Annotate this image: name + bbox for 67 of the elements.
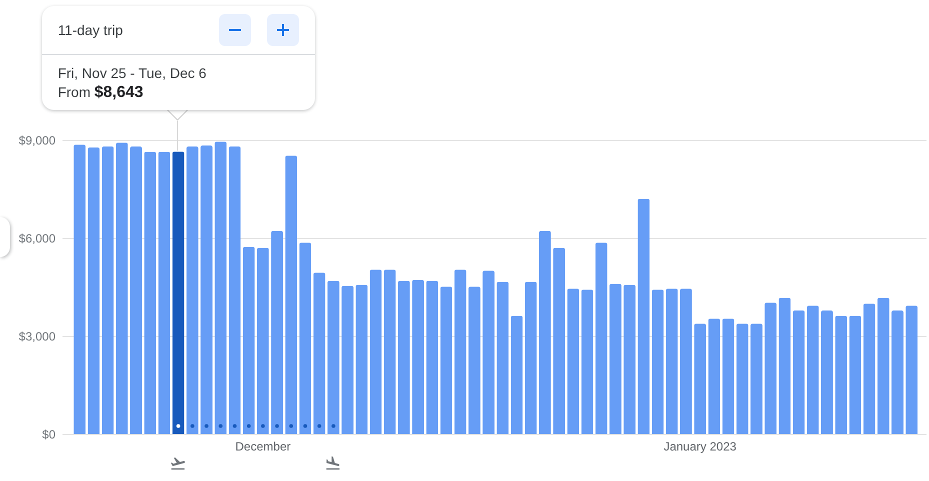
bar (412, 280, 424, 434)
bar (553, 248, 566, 434)
bar (116, 142, 128, 434)
bar (792, 310, 805, 434)
y-tick-label: $6,000 (18, 232, 56, 246)
bar (624, 284, 636, 434)
y-tick-label: $3,000 (18, 330, 56, 344)
bar (750, 324, 762, 434)
bar (172, 152, 184, 434)
x-tick-label: December (235, 440, 291, 454)
bar (666, 288, 678, 434)
bar (242, 246, 255, 434)
bar (299, 242, 312, 434)
bar (356, 284, 368, 434)
bar (482, 270, 495, 434)
bar (384, 270, 396, 434)
bar (680, 288, 692, 434)
bar (694, 324, 706, 434)
bar (130, 146, 142, 434)
bar (595, 242, 608, 434)
bar (144, 152, 156, 434)
bar (538, 230, 551, 434)
bar (510, 316, 523, 434)
bar (708, 318, 720, 434)
bar (906, 306, 918, 434)
bar (102, 146, 114, 434)
bar (370, 270, 382, 434)
bar (877, 298, 890, 434)
bar (496, 282, 509, 434)
bar (327, 280, 340, 434)
bar (764, 302, 777, 434)
x-tick-label: January 2023 (664, 440, 737, 454)
bar (638, 198, 650, 434)
bar (256, 248, 269, 434)
bar (806, 306, 819, 434)
bar (652, 290, 664, 434)
bar (440, 286, 452, 434)
bar (609, 284, 622, 434)
bar (468, 286, 480, 434)
bar (736, 324, 748, 434)
bar (863, 304, 876, 434)
y-tick-label: $0 (42, 428, 56, 442)
bar (342, 286, 354, 434)
bar (313, 272, 326, 434)
bar (820, 310, 833, 434)
bar (158, 152, 170, 434)
bar (892, 310, 904, 434)
bar (200, 146, 213, 434)
bar (567, 288, 580, 434)
bar (849, 316, 862, 434)
bar (88, 148, 100, 434)
bar (778, 298, 791, 434)
bar (398, 280, 410, 434)
bar (186, 146, 198, 434)
bar (835, 316, 848, 434)
bar (271, 230, 284, 434)
bar (214, 142, 227, 434)
bar (454, 270, 466, 434)
bar (285, 156, 298, 434)
tooltip-card: 11-day trip Fri, Nov 25 - Tue, Dec 6 From $8,643 (42, 6, 315, 110)
bar (426, 280, 438, 434)
bar (581, 290, 594, 434)
bar (722, 318, 734, 434)
y-tick-label: $9,000 (18, 134, 56, 148)
bar (74, 144, 86, 434)
bar (228, 146, 241, 434)
bar (524, 282, 537, 434)
